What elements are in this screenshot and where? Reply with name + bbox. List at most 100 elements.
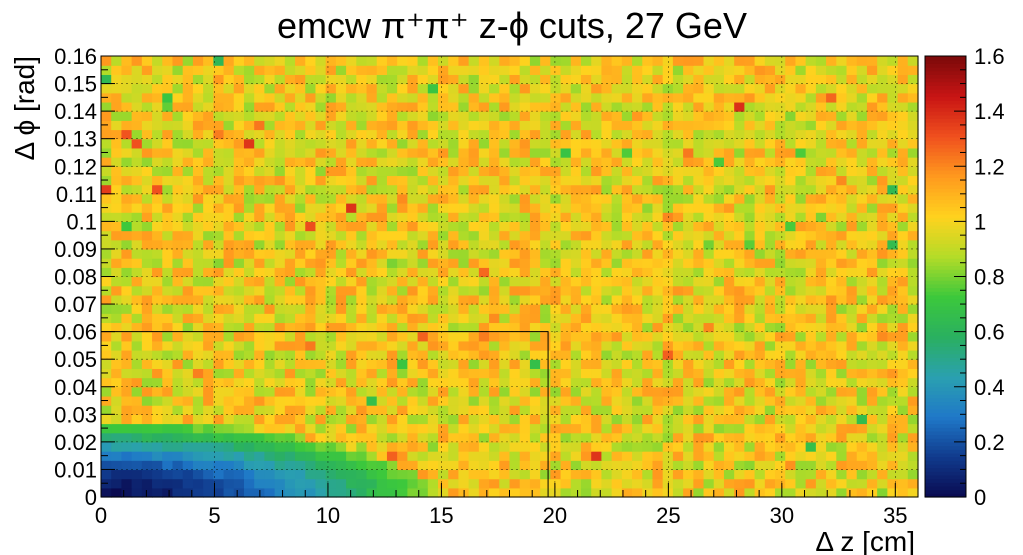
heatmap-cell bbox=[335, 322, 347, 333]
heatmap-cell bbox=[376, 340, 388, 351]
heatmap-cell bbox=[907, 423, 919, 434]
color-scale-segment bbox=[925, 350, 966, 355]
heatmap-cell bbox=[417, 230, 429, 241]
heatmap-cell bbox=[519, 129, 531, 140]
heatmap-cell bbox=[907, 203, 919, 213]
heatmap-cell bbox=[468, 294, 480, 305]
heatmap-cell bbox=[642, 313, 654, 324]
heatmap-cell bbox=[152, 101, 163, 112]
heatmap-cell bbox=[417, 322, 429, 333]
heatmap-cell bbox=[131, 221, 143, 232]
heatmap-cell bbox=[223, 92, 235, 103]
heatmap-cell bbox=[621, 386, 633, 397]
heatmap-cell bbox=[856, 166, 868, 177]
heatmap-cell bbox=[826, 138, 837, 149]
heatmap-cell bbox=[417, 294, 429, 305]
color-scale-segment bbox=[925, 250, 966, 256]
heatmap-cell bbox=[734, 157, 745, 167]
heatmap-cell bbox=[754, 294, 766, 305]
heatmap-cell bbox=[274, 423, 286, 434]
heatmap-cell bbox=[540, 304, 551, 314]
color-scale-segment bbox=[925, 155, 966, 160]
heatmap-cell bbox=[264, 239, 276, 250]
heatmap-cell bbox=[652, 304, 664, 314]
heatmap-cell bbox=[284, 101, 296, 112]
heatmap-cell bbox=[570, 340, 582, 351]
heatmap-cell bbox=[601, 92, 613, 103]
heatmap-cell bbox=[693, 377, 705, 388]
heatmap-cell bbox=[264, 212, 276, 222]
heatmap-cell bbox=[683, 322, 694, 333]
heatmap-cell bbox=[305, 294, 317, 305]
heatmap-cell bbox=[693, 193, 705, 204]
heatmap-cell bbox=[264, 111, 276, 121]
heatmap-cell bbox=[744, 423, 756, 434]
heatmap-cell bbox=[478, 331, 490, 342]
heatmap-cell bbox=[580, 377, 592, 388]
heatmap-cell bbox=[407, 304, 419, 314]
heatmap-cell bbox=[386, 441, 398, 452]
heatmap-cell bbox=[907, 230, 919, 241]
heatmap-cell bbox=[284, 221, 296, 232]
heatmap-cell bbox=[335, 248, 347, 259]
heatmap-cell bbox=[642, 350, 654, 360]
heatmap-cell bbox=[560, 414, 572, 425]
heatmap-cell bbox=[489, 304, 500, 314]
heatmap-cell bbox=[192, 129, 204, 140]
z-tick-label: 0.2 bbox=[974, 430, 1005, 455]
heatmap-cell bbox=[601, 478, 613, 489]
heatmap-cell bbox=[764, 221, 776, 232]
heatmap-cell bbox=[754, 350, 766, 360]
heatmap-cell bbox=[795, 395, 807, 406]
heatmap-cell bbox=[346, 441, 357, 452]
heatmap-cell bbox=[866, 377, 878, 388]
heatmap-cell bbox=[550, 423, 562, 434]
heatmap-cell bbox=[866, 230, 878, 241]
heatmap-cell bbox=[284, 359, 296, 369]
heatmap-cell bbox=[550, 166, 562, 177]
heatmap-cell bbox=[560, 230, 572, 241]
heatmap-cell bbox=[805, 138, 817, 149]
heatmap-cell bbox=[386, 166, 398, 177]
heatmap-cell bbox=[866, 111, 878, 121]
heatmap-cell bbox=[570, 166, 582, 177]
heatmap-cell bbox=[805, 469, 817, 480]
heatmap-cell bbox=[478, 184, 490, 195]
heatmap-cell bbox=[693, 101, 705, 112]
heatmap-cell bbox=[897, 230, 909, 241]
heatmap-cell bbox=[243, 203, 255, 213]
heatmap-cell bbox=[672, 111, 684, 121]
heatmap-cell bbox=[141, 441, 153, 452]
heatmap-cell bbox=[713, 175, 725, 186]
heatmap-cell bbox=[468, 350, 480, 360]
heatmap-cell bbox=[672, 451, 684, 461]
heatmap-cell bbox=[407, 111, 419, 121]
heatmap-cell bbox=[162, 276, 174, 287]
heatmap-cell bbox=[499, 460, 511, 471]
heatmap-cell bbox=[162, 184, 174, 195]
heatmap-cell bbox=[529, 248, 541, 259]
heatmap-cell bbox=[397, 313, 408, 324]
heatmap-cell bbox=[305, 405, 317, 415]
heatmap-cell bbox=[448, 414, 460, 425]
heatmap-cell bbox=[642, 120, 654, 131]
heatmap-cell bbox=[141, 248, 153, 259]
heatmap-cell bbox=[458, 184, 470, 195]
heatmap-cell bbox=[570, 487, 582, 498]
heatmap-cell bbox=[693, 359, 705, 369]
heatmap-cell bbox=[386, 193, 398, 204]
heatmap-cell bbox=[264, 386, 276, 397]
heatmap-cell bbox=[540, 267, 551, 278]
heatmap-cell bbox=[427, 359, 439, 369]
heatmap-cell bbox=[723, 184, 735, 195]
heatmap-cell bbox=[386, 350, 398, 360]
heatmap-cell bbox=[734, 74, 745, 85]
heatmap-cell bbox=[182, 267, 194, 278]
heatmap-cell bbox=[540, 193, 551, 204]
heatmap-cell bbox=[131, 230, 143, 241]
heatmap-cell bbox=[836, 111, 848, 121]
heatmap-cell bbox=[131, 331, 143, 342]
heatmap-cell bbox=[734, 83, 745, 94]
heatmap-cell bbox=[764, 175, 776, 186]
heatmap-cell bbox=[785, 83, 797, 94]
